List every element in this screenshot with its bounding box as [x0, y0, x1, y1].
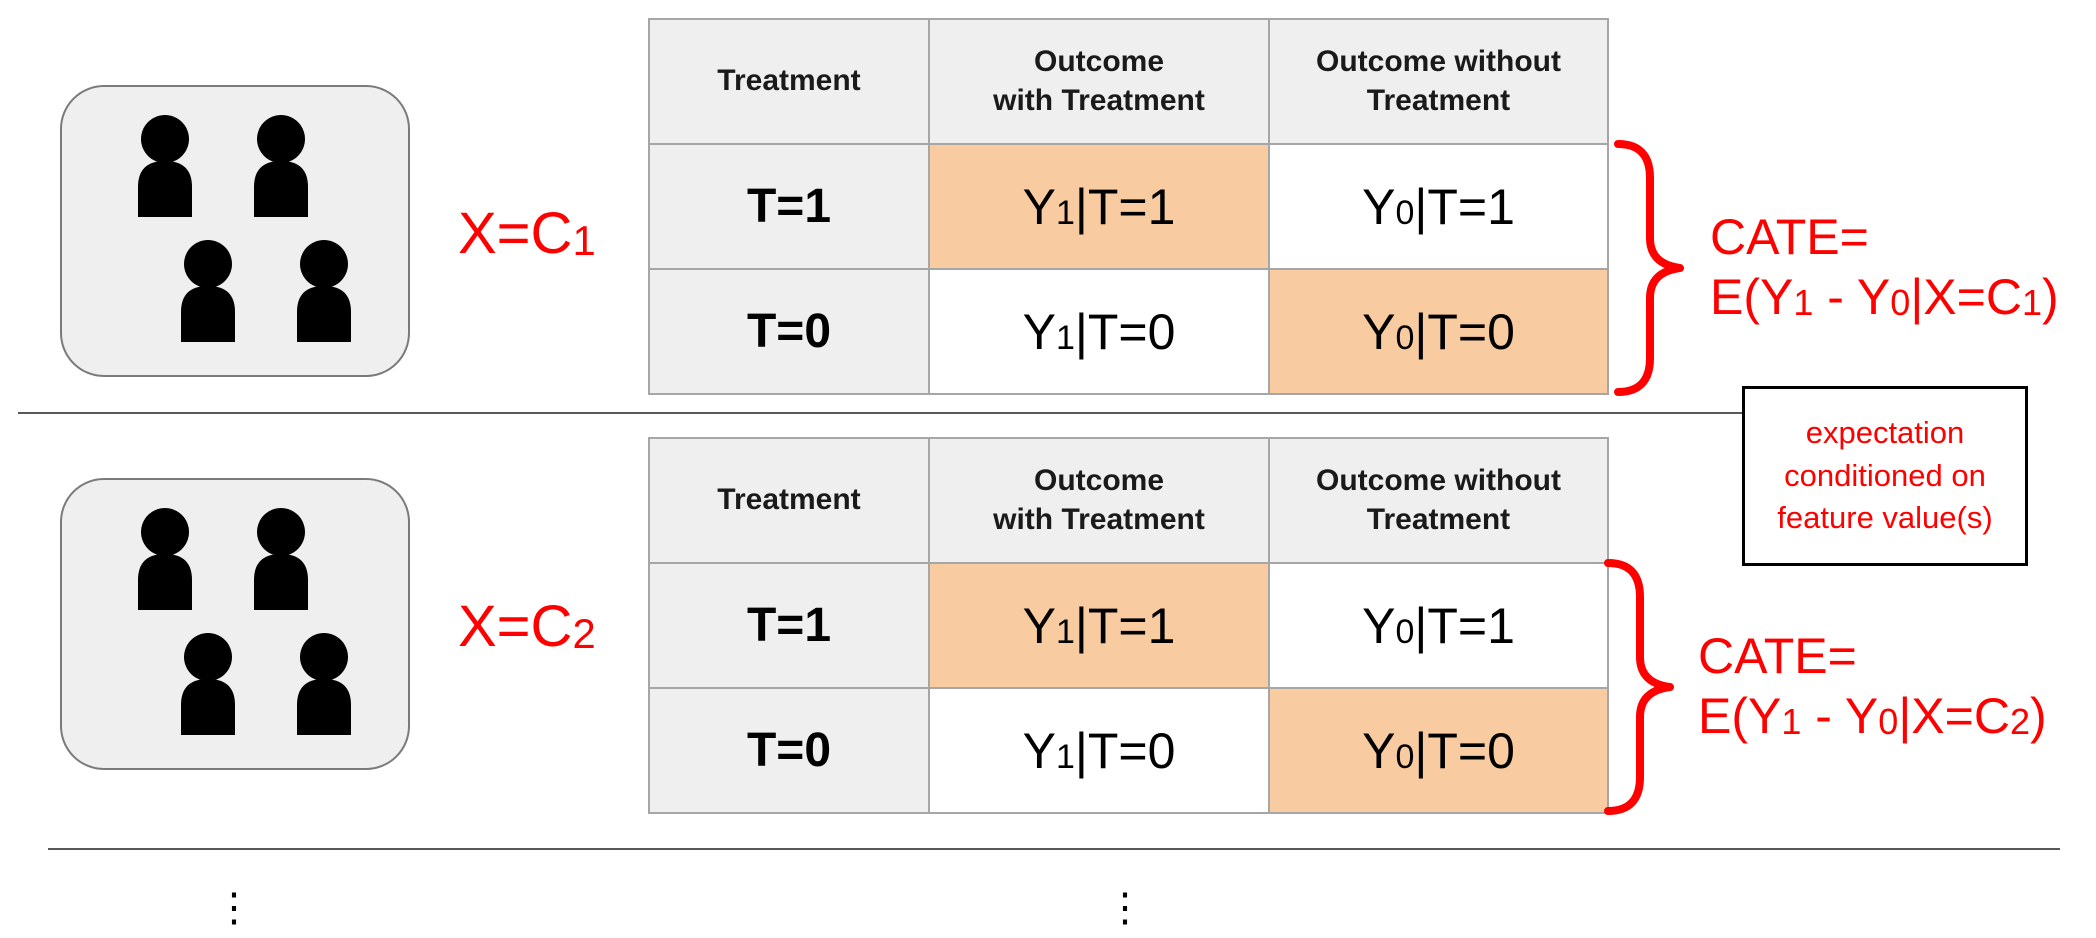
person-icon — [254, 508, 308, 610]
cell-y0-given-t1: Y0|T=1 — [1268, 562, 1609, 689]
people-icons-group-2 — [138, 508, 351, 735]
cell-y0-given-t0: Y0|T=0 — [1268, 268, 1609, 395]
header-outcome-without-treatment: Outcome without Treatment — [1268, 437, 1609, 564]
cell-y1-given-t1: Y1|T=1 — [928, 143, 1270, 270]
curly-brace-icon — [1614, 140, 1684, 396]
group-2-cate-formula: CATE= E(Y1 - Y0|X=C2) — [1698, 628, 2047, 744]
group-2-condition-label: X=C2 — [458, 594, 596, 659]
group-2-outcome-table: Treatment Outcome with Treatment Outcome … — [648, 437, 1609, 814]
header-outcome-with-treatment: Outcome with Treatment — [928, 437, 1270, 564]
cell-y0-given-t0: Y0|T=0 — [1268, 687, 1609, 814]
person-icon — [181, 240, 235, 342]
header-outcome-with-treatment: Outcome with Treatment — [928, 18, 1270, 145]
more-groups-ellipsis-left: ⋮ — [214, 886, 254, 930]
population-group-2 — [60, 478, 410, 770]
curly-brace-icon — [1604, 559, 1674, 815]
person-icon — [254, 115, 308, 217]
row-label-t1: T=1 — [648, 143, 930, 270]
group-1-condition-label: X=C1 — [458, 201, 596, 266]
group-divider-2 — [48, 848, 2060, 850]
person-icon — [138, 508, 192, 610]
cell-y1-given-t0: Y1|T=0 — [928, 268, 1270, 395]
population-group-1 — [60, 85, 410, 377]
row-label-t0: T=0 — [648, 268, 930, 395]
group-1-cate-formula: CATE= E(Y1 - Y0|X=C1) — [1710, 209, 2059, 325]
header-treatment: Treatment — [648, 18, 930, 145]
cell-y1-given-t1: Y1|T=1 — [928, 562, 1270, 689]
row-label-t0: T=0 — [648, 687, 930, 814]
cate-explanation-note: expectation conditioned on feature value… — [1742, 386, 2028, 566]
more-groups-ellipsis-center: ⋮ — [1105, 886, 1145, 930]
cell-y1-given-t0: Y1|T=0 — [928, 687, 1270, 814]
row-label-t1: T=1 — [648, 562, 930, 689]
header-outcome-without-treatment: Outcome without Treatment — [1268, 18, 1609, 145]
person-icon — [138, 115, 192, 217]
group-divider-1 — [18, 412, 1746, 414]
cell-y0-given-t1: Y0|T=1 — [1268, 143, 1609, 270]
person-icon — [297, 240, 351, 342]
group-1-outcome-table: Treatment Outcome with Treatment Outcome … — [648, 18, 1609, 395]
person-icon — [297, 633, 351, 735]
header-treatment: Treatment — [648, 437, 930, 564]
person-icon — [181, 633, 235, 735]
people-icons-group-1 — [138, 115, 351, 342]
